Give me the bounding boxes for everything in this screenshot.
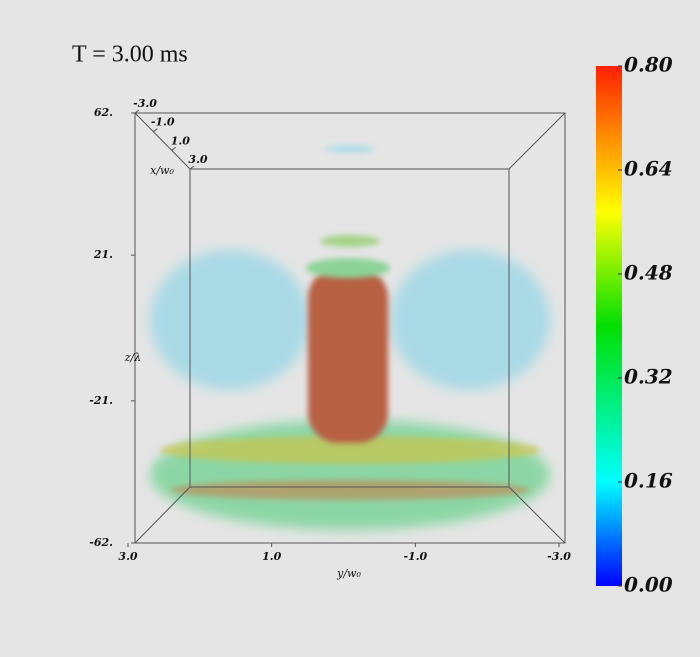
z-tick-label: -62. bbox=[89, 536, 113, 549]
y-tick-label: 1.0 bbox=[262, 550, 281, 563]
z-tick-label: 21. bbox=[93, 248, 113, 261]
y-tick-label: 3.0 bbox=[118, 550, 137, 563]
x-tick-label: 1.0 bbox=[171, 134, 190, 147]
chart-title: T = 3.00 ms bbox=[72, 42, 188, 68]
x-tick-label: -1.0 bbox=[151, 116, 175, 129]
colorbar-tick-label: 0.00 bbox=[624, 573, 673, 597]
colorbar bbox=[596, 66, 622, 586]
y-tick-label: -1.0 bbox=[403, 550, 427, 563]
z-axis-label: z/λ bbox=[124, 351, 141, 364]
colorbar-tick-label: 0.32 bbox=[624, 365, 673, 389]
x-tick bbox=[134, 109, 140, 114]
x-tick bbox=[153, 128, 158, 133]
x-tick-label: -3.0 bbox=[133, 97, 157, 110]
volume-render bbox=[150, 145, 550, 530]
colorbar-tick-label: 0.80 bbox=[624, 53, 673, 77]
x-tick-label: 3.0 bbox=[188, 153, 207, 166]
z-tick-label: -21. bbox=[89, 394, 113, 407]
x-axis-label: x/w₀ bbox=[150, 164, 174, 177]
x-tick bbox=[171, 146, 176, 151]
z-tick-label: 62. bbox=[94, 106, 113, 119]
y-tick-label: -3.0 bbox=[547, 550, 571, 563]
box-edges bbox=[134, 112, 566, 544]
x-tick bbox=[189, 165, 195, 170]
colorbar-tick-label: 0.64 bbox=[624, 157, 673, 181]
colorbar-tick-label: 0.48 bbox=[624, 261, 673, 285]
colorbar-tick-label: 0.16 bbox=[624, 469, 673, 493]
y-axis-label: y/w₀ bbox=[336, 567, 361, 580]
